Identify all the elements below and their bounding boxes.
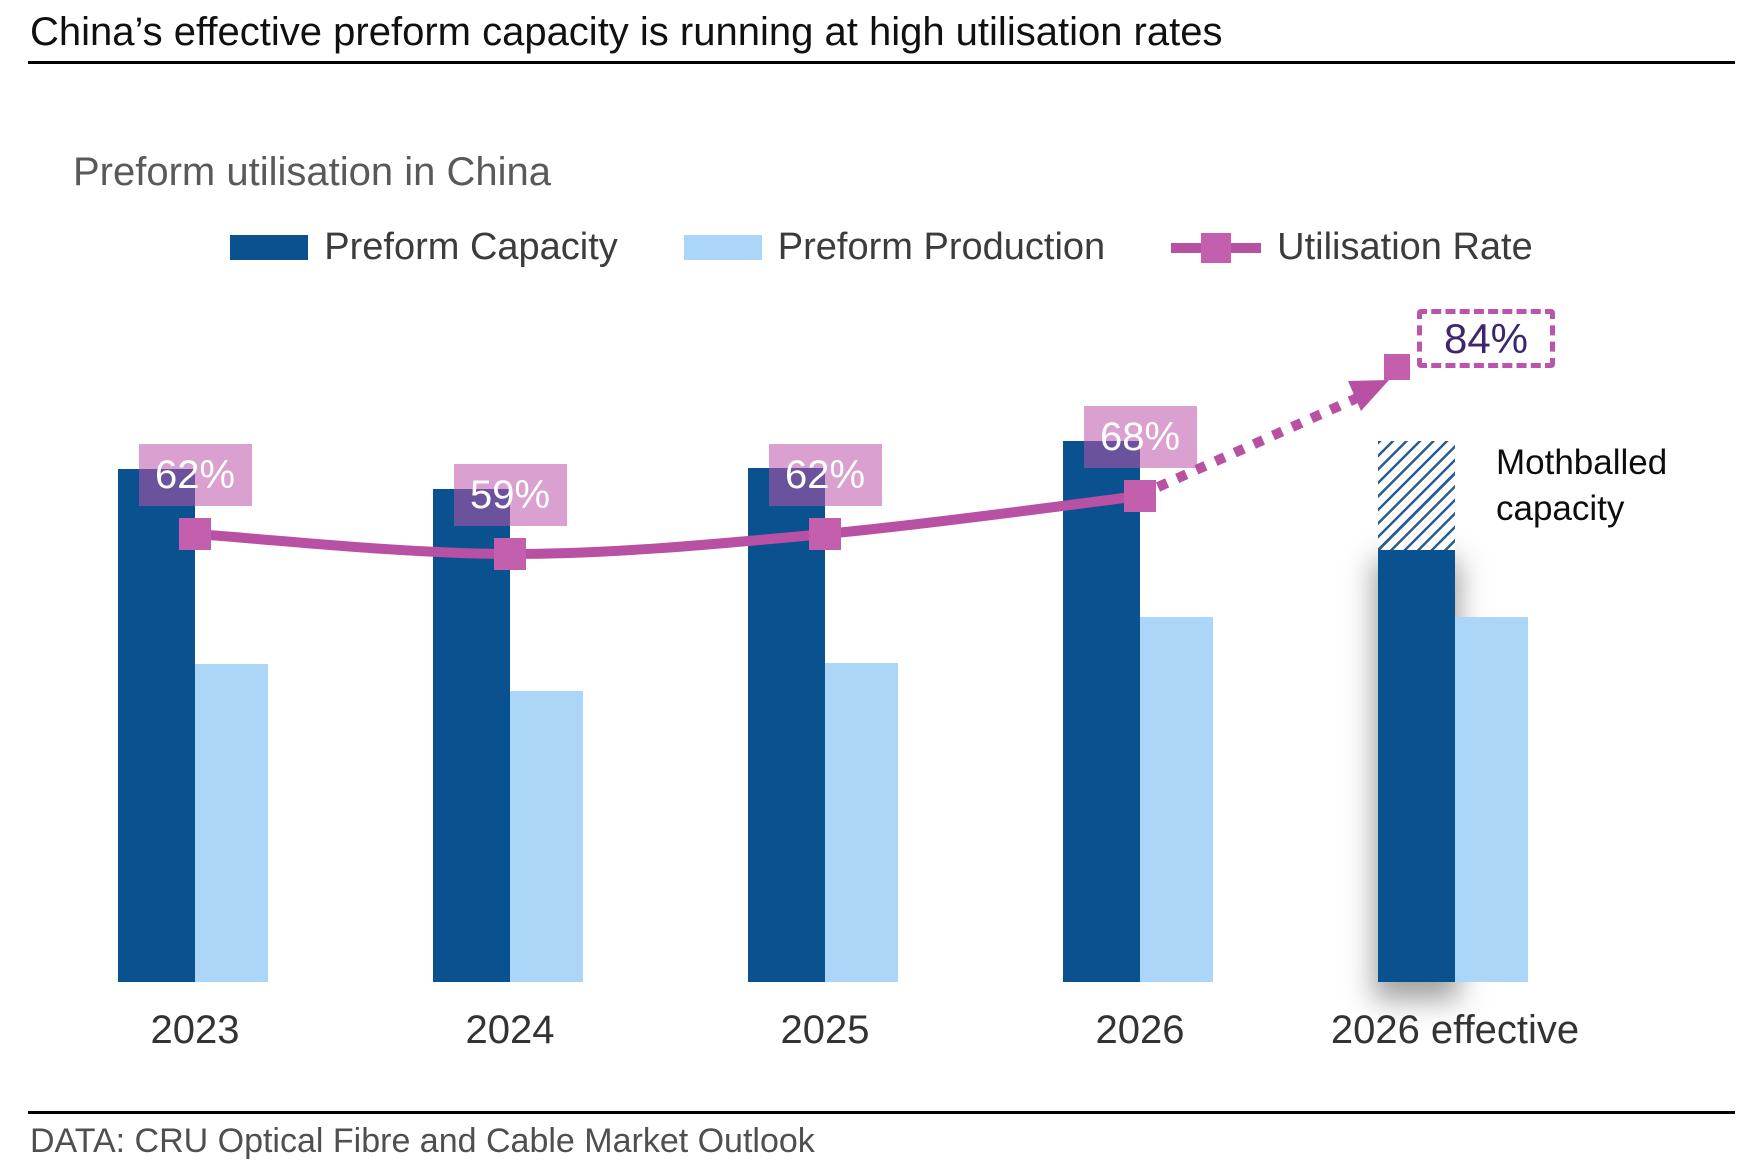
utilisation-rate-label-2026: 68%: [1083, 406, 1197, 468]
legend-item-preform-capacity: Preform Capacity: [230, 226, 618, 269]
legend-item-utilisation-rate: Utilisation Rate: [1171, 226, 1533, 269]
x-axis-label-2026 effective: 2026 effective: [1330, 1008, 1580, 1052]
legend-label: Preform Production: [777, 226, 1106, 268]
legend-label: Preform Capacity: [324, 226, 618, 268]
page-title: China’s effective preform capacity is ru…: [30, 10, 1223, 54]
capacity-bar-2023: [118, 469, 195, 982]
capacity-bar-2026 effective: [1378, 550, 1455, 982]
utilisation-rate-label-2025: 62%: [768, 444, 882, 506]
square-marker-icon: [1201, 232, 1232, 263]
chart-legend: Preform Capacity Preform Production Util…: [0, 226, 1763, 269]
x-axis-label-2023: 2023: [150, 1008, 240, 1052]
production-bar-2025: [825, 663, 898, 982]
capacity-bar-2026: [1063, 441, 1140, 982]
effective-utilisation-callout: 84%: [1417, 309, 1555, 368]
x-axis-label-2024: 2024: [465, 1008, 555, 1052]
mothballed-capacity-annotation: Mothballed capacity: [1496, 443, 1668, 528]
title-divider: [28, 61, 1735, 64]
production-bar-2026: [1140, 617, 1213, 982]
chart-title: Preform utilisation in China: [73, 150, 551, 194]
x-axis-label-2026: 2026: [1095, 1008, 1185, 1052]
footer-divider: [28, 1111, 1735, 1114]
legend-item-preform-production: Preform Production: [683, 226, 1106, 269]
legend-label: Utilisation Rate: [1277, 226, 1533, 268]
utilisation-rate-label-2024: 59%: [453, 464, 567, 526]
mothballed-capacity-bar: [1378, 441, 1455, 550]
capacity-bar-2024: [433, 489, 510, 982]
production-bar-2023: [195, 664, 268, 982]
utilisation-line-marker-icon: [1171, 232, 1262, 263]
production-bar-2024: [510, 691, 583, 982]
data-source-note: DATA: CRU Optical Fibre and Cable Market…: [30, 1122, 815, 1160]
x-axis-label-2025: 2025: [780, 1008, 870, 1052]
utilisation-rate-label-2023: 62%: [138, 444, 252, 506]
production-swatch-icon: [683, 235, 762, 260]
capacity-swatch-icon: [230, 235, 309, 260]
capacity-bar-2025: [748, 468, 825, 982]
production-bar-2026 effective: [1455, 617, 1528, 982]
